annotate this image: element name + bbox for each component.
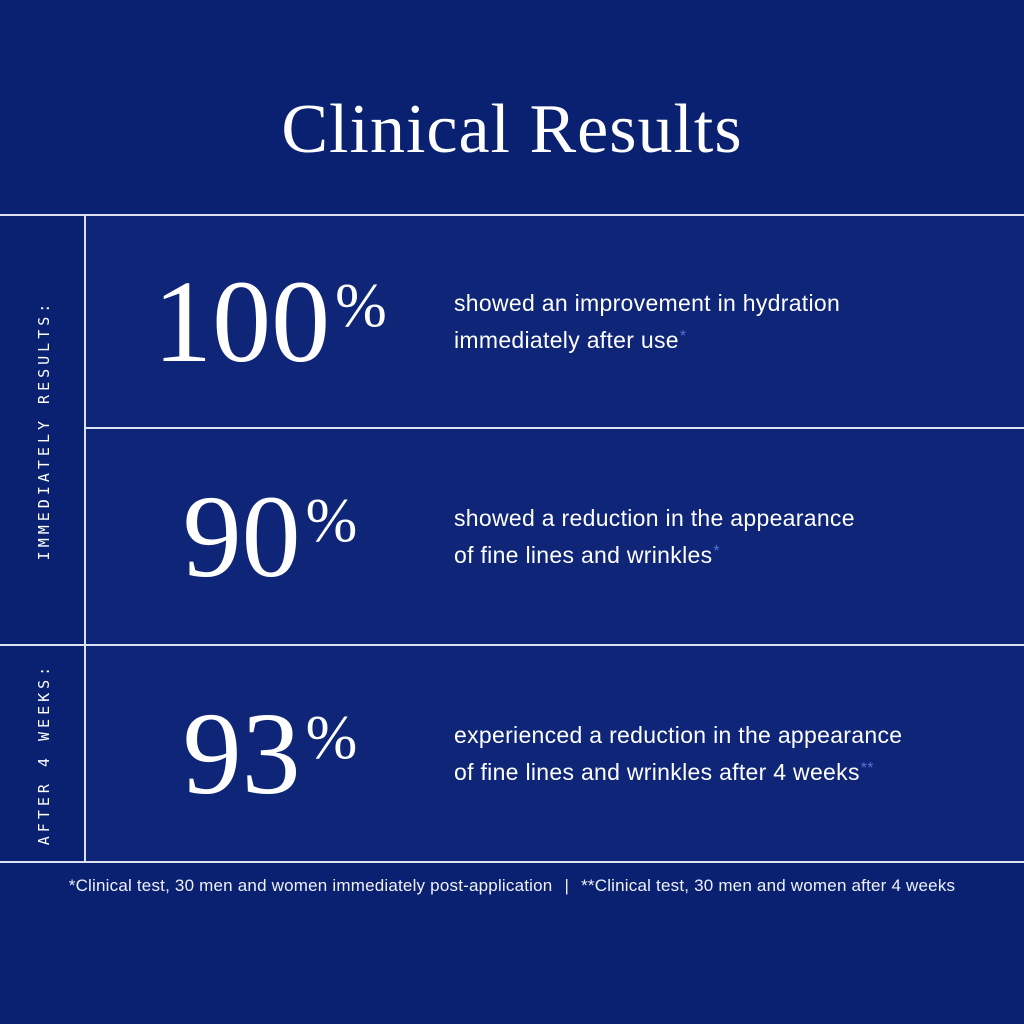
description-line-1: experienced a reduction in the appearanc… (454, 722, 903, 748)
stat-number: 100 (153, 255, 331, 387)
description-line-2: immediately after use* (454, 320, 1024, 357)
stat-row-hydration: 100 % showed an improvement in hydration… (86, 216, 1024, 427)
divider-top (0, 214, 1024, 216)
description-text: immediately after use (454, 327, 679, 353)
stat-panel-3-background (86, 646, 1024, 861)
stat-value-93-percent: 93 % (86, 687, 454, 819)
stat-panel-2-background (86, 429, 1024, 644)
stat-description: showed a reduction in the appearance of … (454, 501, 1024, 572)
stat-number: 93 (182, 687, 301, 819)
stat-number: 90 (182, 470, 301, 602)
footnote-separator: | (564, 876, 570, 895)
stat-row-fine-lines-4-weeks: 93 % experienced a reduction in the appe… (86, 646, 1024, 861)
description-line-2: of fine lines and wrinkles after 4 weeks… (454, 752, 1024, 789)
footnote-4-weeks: **Clinical test, 30 men and women after … (581, 876, 956, 895)
description-line-1: showed an improvement in hydration (454, 290, 841, 316)
footnote-marker: * (713, 543, 720, 560)
group-label-immediately-results: IMMEDIATELY RESULTS: (35, 299, 53, 561)
stat-description: showed an improvement in hydration immed… (454, 286, 1024, 357)
stat-value-100-percent: 100 % (86, 255, 454, 387)
percent-sign: % (305, 703, 358, 772)
description-text: of fine lines and wrinkles (454, 542, 713, 568)
description-line-1: showed a reduction in the appearance (454, 505, 855, 531)
footnote-immediate: *Clinical test, 30 men and women immedia… (68, 876, 553, 895)
footnote-marker: * (679, 328, 687, 345)
group-label-after-4-weeks: AFTER 4 WEEKS: (35, 662, 53, 846)
footnote-bar: *Clinical test, 30 men and women immedia… (0, 876, 1024, 896)
percent-sign: % (335, 271, 387, 340)
stat-row-fine-lines: 90 % showed a reduction in the appearanc… (86, 429, 1024, 644)
page-title: Clinical Results (281, 91, 743, 168)
divider-bottom (0, 861, 1024, 863)
footnote-marker: ** (860, 760, 874, 777)
stat-description: experienced a reduction in the appearanc… (454, 718, 1024, 789)
description-text: of fine lines and wrinkles after 4 weeks (454, 759, 860, 785)
stat-value-90-percent: 90 % (86, 470, 454, 602)
percent-sign: % (305, 486, 358, 555)
divider-vertical (84, 214, 86, 863)
divider-row1-row2 (85, 427, 1024, 429)
stat-panel-1-background (86, 216, 1024, 427)
description-line-2: of fine lines and wrinkles* (454, 535, 1024, 572)
divider-row2-row3 (0, 644, 1024, 646)
